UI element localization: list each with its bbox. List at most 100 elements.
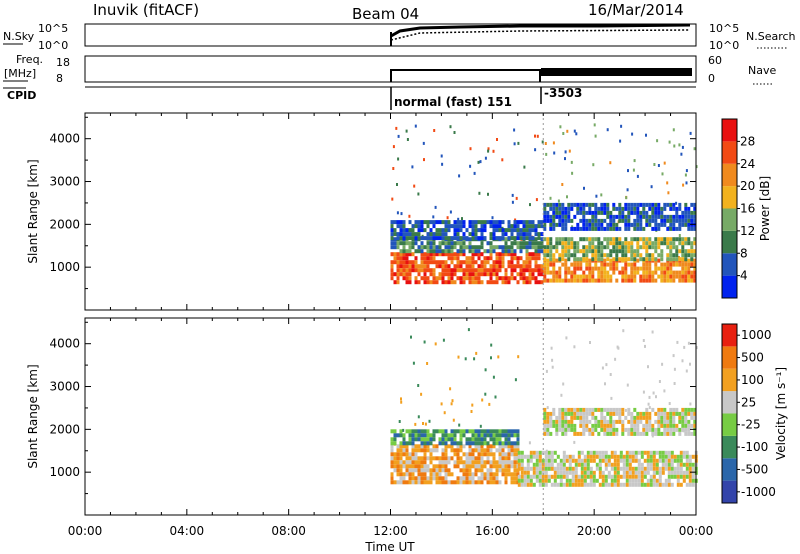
velocity-cell (529, 450, 533, 455)
velocity-scatter-cell (565, 336, 568, 340)
power-cell (630, 278, 634, 283)
velocity-cell (564, 419, 568, 424)
velocity-cell (564, 407, 568, 412)
power-cell (405, 272, 409, 277)
velocity-cell (646, 478, 650, 483)
power-cell (693, 270, 697, 275)
velocity-cell (477, 460, 481, 465)
power-cell (444, 249, 448, 254)
power-cell (525, 241, 529, 246)
velocity-cell (513, 468, 517, 473)
power-cell (675, 274, 679, 279)
velocity-cell (429, 460, 433, 465)
power-cell (543, 210, 547, 215)
power-cell (624, 274, 628, 279)
power-colorbar-label: 8 (740, 246, 748, 260)
velocity-cell (468, 460, 472, 465)
velocity-cell (660, 411, 664, 416)
power-cell (414, 236, 418, 241)
velocity-cell (423, 452, 427, 457)
power-cell (489, 256, 493, 261)
velocity-cell (688, 478, 692, 483)
power-cell (459, 224, 463, 229)
power-cell (474, 220, 478, 225)
velocity-cell (390, 456, 394, 461)
velocity-scatter-cell (551, 365, 554, 369)
power-cell (444, 268, 448, 273)
velocity-cell (546, 431, 550, 436)
velocity-colorbar-segment (722, 435, 737, 459)
power-cell (534, 232, 538, 237)
power-scatter-cell (600, 193, 603, 197)
velocity-cell (495, 480, 499, 485)
power-cell (471, 256, 475, 261)
velocity-cell (592, 454, 596, 459)
velocity-scatter-cell (434, 342, 437, 346)
power-cell (396, 276, 400, 281)
velocity-cell (544, 482, 548, 487)
power-cell (687, 258, 691, 263)
power-cell (657, 241, 661, 246)
velocity-cell (579, 419, 583, 424)
power-scatter-cell (395, 126, 398, 130)
power-cell (609, 278, 613, 283)
power-cell (447, 228, 451, 233)
velocity-cell (393, 452, 397, 457)
power-cell (585, 202, 589, 207)
power-cell (561, 249, 565, 254)
power-cell (654, 202, 658, 207)
power-cell (489, 220, 493, 225)
velocity-cell (399, 468, 403, 473)
power-cell (468, 260, 472, 265)
power-cell (630, 206, 634, 211)
power-cell (483, 264, 487, 269)
power-cell (504, 268, 508, 273)
power-cell (573, 257, 577, 262)
velocity-cell (598, 470, 602, 475)
power-scatter-cell (458, 174, 461, 178)
velocity-cell (670, 458, 674, 463)
power-cell (639, 202, 643, 207)
power-cell (447, 249, 451, 254)
velocity-cell (510, 476, 514, 481)
power-cell (606, 241, 610, 246)
velocity-cell (666, 427, 670, 432)
power-cell (624, 249, 628, 254)
velocity-cell (675, 423, 679, 428)
power-cell (576, 226, 580, 231)
power-cell (618, 241, 622, 246)
power-cell (393, 245, 397, 250)
power-cell (603, 253, 607, 258)
velocity-cell (606, 407, 610, 412)
power-cell (510, 224, 514, 229)
velocity-cell (625, 458, 629, 463)
power-cell (537, 241, 541, 246)
velocity-cell (586, 474, 590, 479)
power-cell (495, 268, 499, 273)
power-cell (684, 253, 688, 258)
velocity-cell (672, 431, 676, 436)
velocity-cell (591, 411, 595, 416)
velocity-cell (498, 460, 502, 465)
velocity-cell (393, 468, 397, 473)
velocity-cell (693, 427, 697, 432)
power-cell (543, 237, 547, 242)
power-scatter-cell (656, 139, 659, 143)
velocity-cell (405, 472, 409, 477)
velocity-cell (609, 415, 613, 420)
velocity-cell (667, 450, 671, 455)
x-tick-label: 20:00 (577, 524, 612, 538)
velocity-cell (468, 468, 472, 473)
power-cell (543, 253, 547, 258)
power-cell (651, 241, 655, 246)
power-cell (633, 278, 637, 283)
power-cell (444, 220, 448, 225)
power-cell (639, 274, 643, 279)
nsky-strip: N.Sky 10^5 10^0 10^5 10^0 N.Search (3, 22, 796, 52)
power-cell (630, 245, 634, 250)
power-cell (423, 245, 427, 250)
velocity-cell (477, 468, 481, 473)
velocity-cell (618, 419, 622, 424)
velocity-cell (417, 468, 421, 473)
velocity-cell (507, 456, 511, 461)
